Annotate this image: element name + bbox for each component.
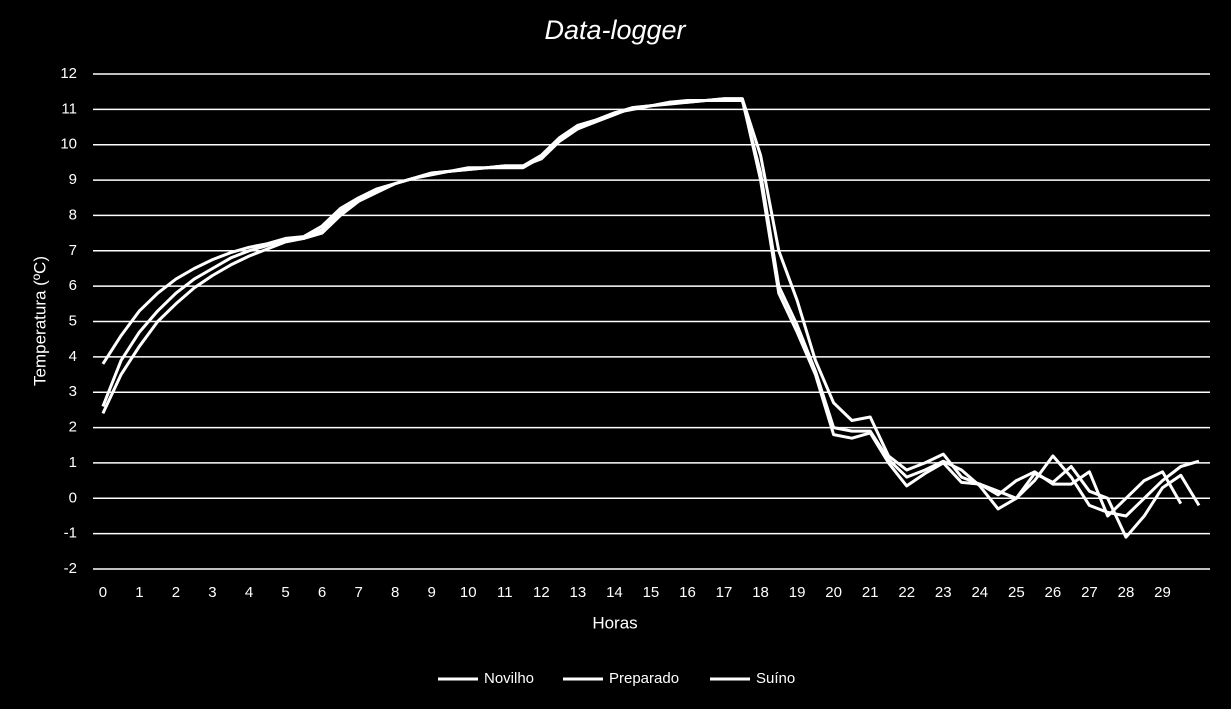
x-axis-label: Horas [592, 613, 637, 632]
legend-label: Preparado [609, 670, 679, 687]
y-tick-label: 5 [69, 312, 77, 329]
x-tick-label: 0 [99, 584, 107, 601]
x-tick-label: 4 [245, 584, 253, 601]
x-tick-label: 11 [497, 584, 513, 601]
y-tick-label: 6 [69, 277, 77, 294]
y-tick-label: -2 [64, 560, 77, 577]
x-tick-label: 14 [606, 584, 623, 601]
y-axis-label: Temperatura (ºC) [30, 256, 49, 386]
x-tick-label: 27 [1081, 584, 1098, 601]
x-tick-label: 26 [1045, 584, 1062, 601]
y-tick-label: 12 [60, 65, 77, 82]
x-tick-label: 18 [752, 584, 769, 601]
series-line [101, 97, 1200, 518]
x-tick-label: 6 [318, 584, 326, 601]
y-tick-label: 8 [69, 206, 77, 223]
legend-label: Novilho [484, 670, 534, 687]
x-tick-label: 22 [898, 584, 915, 601]
x-tick-label: 21 [862, 584, 879, 601]
y-tick-label: 3 [69, 383, 77, 400]
x-tick-label: 23 [935, 584, 952, 601]
x-tick-label: 12 [533, 584, 550, 601]
x-tick-label: 24 [971, 584, 988, 601]
y-tick-label: 2 [69, 419, 77, 436]
y-tick-label: 0 [69, 489, 77, 506]
x-tick-label: 15 [643, 584, 660, 601]
x-tick-label: 7 [354, 584, 362, 601]
y-tick-label: 7 [69, 242, 77, 259]
x-tick-label: 5 [281, 584, 289, 601]
x-tick-label: 29 [1154, 584, 1171, 601]
y-tick-label: 10 [60, 136, 77, 153]
y-tick-label: 9 [69, 171, 77, 188]
chart-title: Data-logger [544, 15, 686, 45]
legend-label: Suíno [756, 670, 795, 687]
x-tick-label: 13 [570, 584, 587, 601]
x-tick-label: 25 [1008, 584, 1025, 601]
x-tick-label: 16 [679, 584, 696, 601]
x-tick-label: 20 [825, 584, 842, 601]
x-tick-label: 9 [428, 584, 436, 601]
x-tick-label: 3 [208, 584, 216, 601]
y-tick-label: 1 [69, 454, 77, 471]
x-tick-label: 1 [135, 584, 143, 601]
x-tick-label: 8 [391, 584, 399, 601]
x-tick-label: 2 [172, 584, 180, 601]
x-tick-label: 19 [789, 584, 806, 601]
x-tick-label: 17 [716, 584, 733, 601]
y-tick-label: -1 [64, 525, 77, 542]
y-tick-label: 11 [61, 100, 77, 117]
series-line [101, 97, 1183, 518]
y-tick-label: 4 [69, 348, 77, 365]
x-tick-label: 28 [1118, 584, 1135, 601]
x-tick-label: 10 [460, 584, 477, 601]
